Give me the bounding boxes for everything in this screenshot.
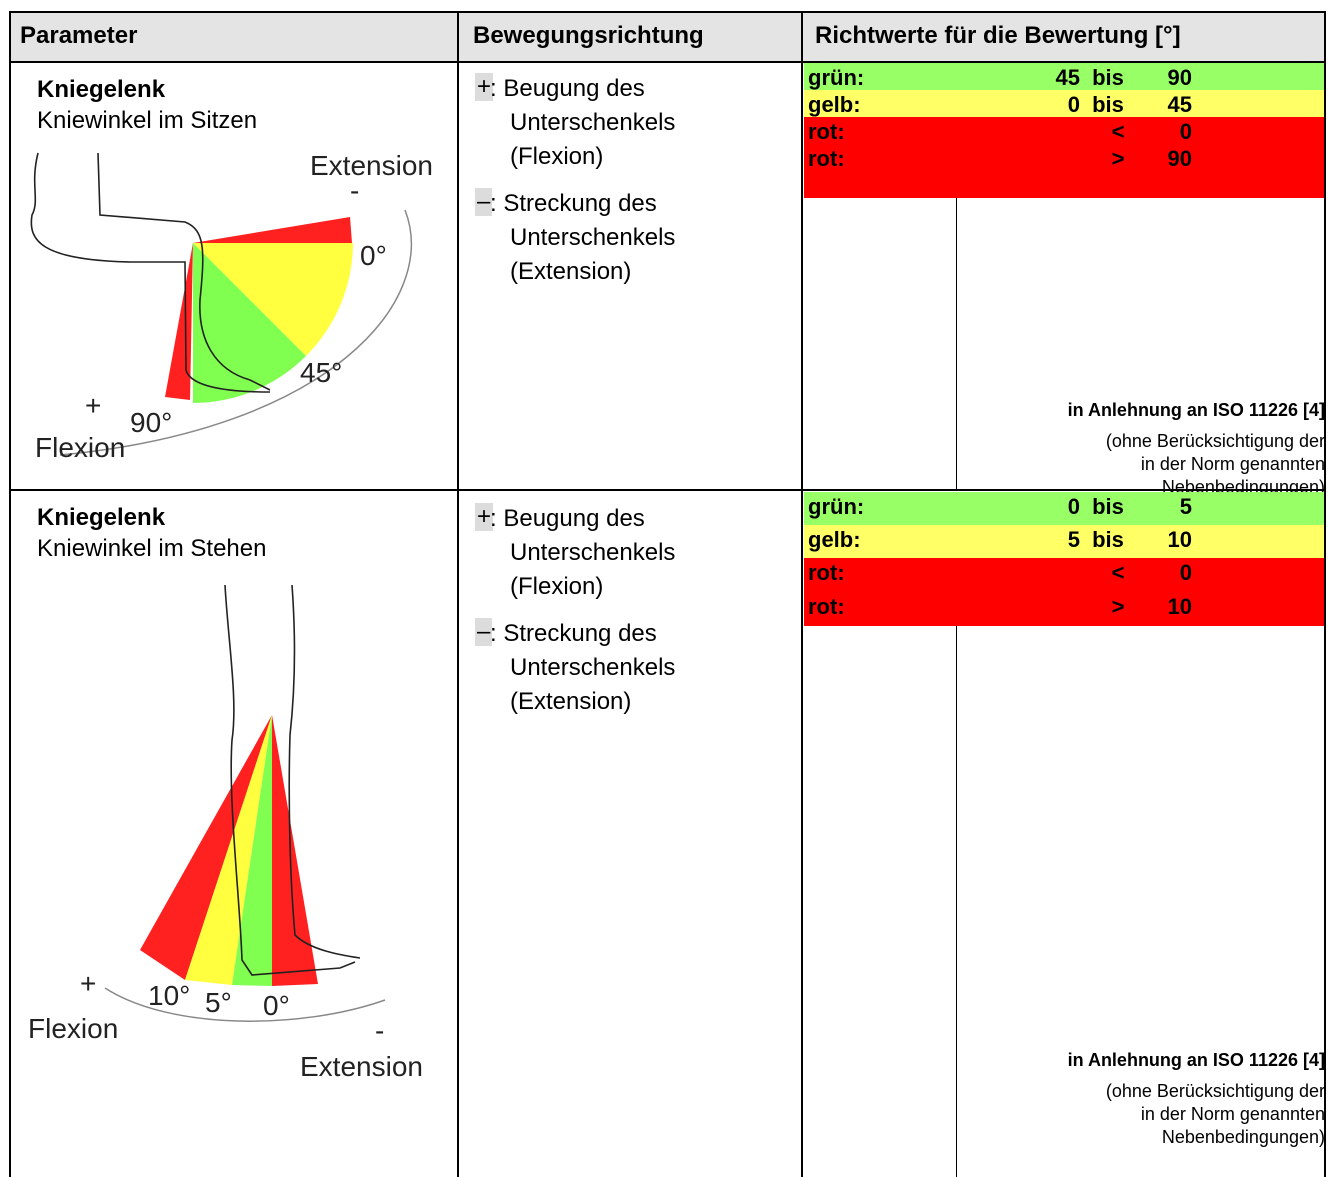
- figure-label: -: [375, 1015, 384, 1046]
- figure-label: 90°: [130, 407, 172, 438]
- figure-label: Extension: [310, 150, 433, 181]
- figure-label: Extension: [300, 1051, 423, 1082]
- figure-label: 0°: [263, 990, 290, 1021]
- wedge: [193, 217, 352, 243]
- figure-label: Flexion: [35, 432, 125, 463]
- figure-label: 10°: [148, 980, 190, 1011]
- figure-label: Flexion: [28, 1013, 118, 1044]
- knee-figure-standing: [105, 585, 385, 1021]
- figure-label: 45°: [300, 357, 342, 388]
- page: ParameterBewegungsrichtungRichtwerte für…: [0, 0, 1333, 1177]
- figures: Extension-0°45°+90°Flexion+10°5°0°Flexio…: [0, 0, 1333, 1177]
- figure-label: -: [350, 175, 359, 206]
- figure-label: +: [80, 968, 96, 999]
- figure-label: 0°: [360, 240, 387, 271]
- figure-label: 5°: [205, 987, 232, 1018]
- arc: [105, 988, 385, 1021]
- figure-label: +: [85, 390, 101, 421]
